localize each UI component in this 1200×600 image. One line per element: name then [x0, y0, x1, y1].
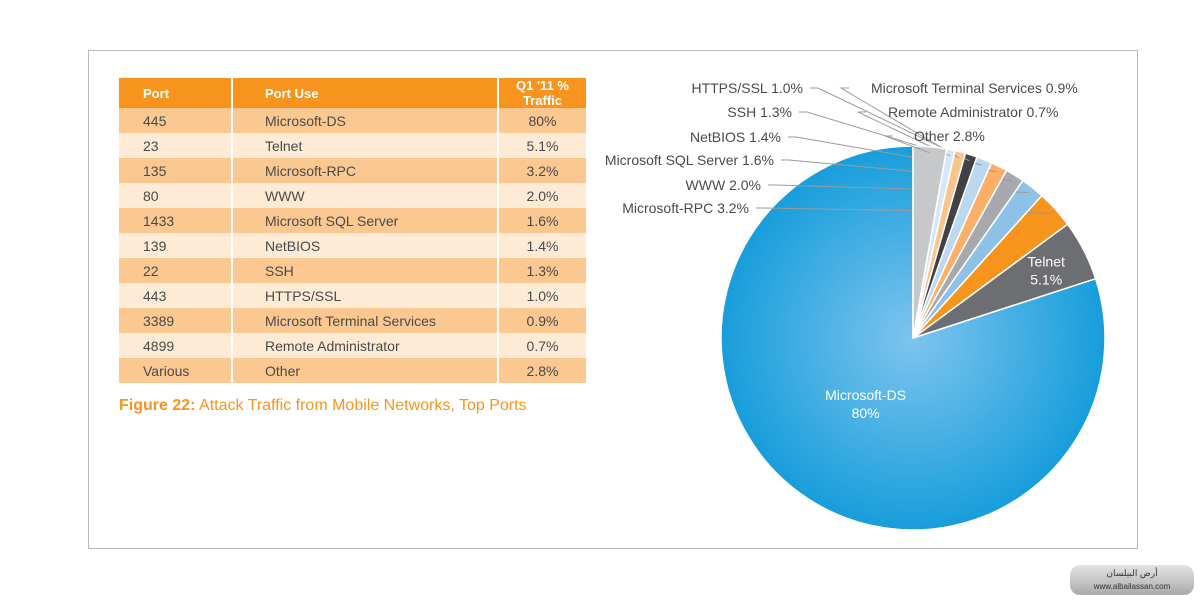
- cell-port: 22: [119, 258, 232, 283]
- table-row: 80 WWW 2.0%: [119, 183, 586, 208]
- cell-traffic: 3.2%: [497, 158, 586, 183]
- cell-traffic: 1.4%: [497, 233, 586, 258]
- slice-label: Microsoft Terminal Services 0.9%: [871, 80, 1078, 96]
- cell-port-use: Microsoft-DS: [231, 108, 498, 133]
- header-port: Port: [119, 78, 232, 108]
- cell-port: 4899: [119, 333, 232, 358]
- table-row: 445 Microsoft-DS 80%: [119, 108, 586, 133]
- watermark-line1: أرض البيلسان: [1106, 568, 1158, 578]
- cell-port: 3389: [119, 308, 232, 333]
- slice-label: HTTPS/SSL 1.0%: [691, 80, 803, 96]
- cell-traffic: 2.8%: [497, 358, 586, 383]
- cell-port-use: NetBIOS: [231, 233, 498, 258]
- table-row: 4899 Remote Administrator 0.7%: [119, 333, 586, 358]
- table-row: 22 SSH 1.3%: [119, 258, 586, 283]
- cell-port-use: Microsoft-RPC: [231, 158, 498, 183]
- cell-port: 445: [119, 108, 232, 133]
- table-row: 139 NetBIOS 1.4%: [119, 233, 586, 258]
- cell-port: 135: [119, 158, 232, 183]
- pie-slice-other: [912, 145, 948, 339]
- slice-label: Microsoft SQL Server 1.6%: [605, 152, 774, 168]
- slice-value: 80%: [852, 405, 880, 421]
- slice-label: WWW 2.0%: [686, 177, 761, 193]
- cell-port-use: Remote Administrator: [231, 333, 498, 358]
- cell-traffic: 2.0%: [497, 183, 586, 208]
- slice-label: Microsoft-DS: [825, 387, 906, 403]
- cell-port-use: Other: [231, 358, 498, 383]
- ports-table: Port Port Use Q1 '11 % Traffic 445 Micros…: [119, 78, 586, 383]
- table-row: 23 Telnet 5.1%: [119, 133, 586, 158]
- cell-port-use: Telnet: [231, 133, 498, 158]
- cell-traffic: 1.6%: [497, 208, 586, 233]
- leader-line: [839, 87, 959, 159]
- slice-label: Remote Administrator 0.7%: [888, 104, 1058, 120]
- cell-port-use: WWW: [231, 183, 498, 208]
- table-row: Various Other 2.8%: [119, 358, 586, 383]
- slice-label: SSH 1.3%: [727, 104, 792, 120]
- table-row: 1433 Microsoft SQL Server 1.6%: [119, 208, 586, 233]
- table-row: 443 HTTPS/SSL 1.0%: [119, 283, 586, 308]
- cell-traffic: 80%: [497, 108, 586, 133]
- cell-port: 443: [119, 283, 232, 308]
- slice-label: Telnet: [1028, 254, 1065, 270]
- leader-line: [857, 111, 950, 157]
- watermark-logo: أرض البيلسان www.albailassan.com: [1070, 565, 1194, 595]
- figure-caption: Figure 22: Attack Traffic from Mobile Ne…: [119, 397, 527, 415]
- table-row: 3389 Microsoft Terminal Services 0.9%: [119, 308, 586, 333]
- slice-value: 5.1%: [1030, 272, 1062, 288]
- cell-traffic: 1.3%: [497, 258, 586, 283]
- cell-port-use: SSH: [231, 258, 498, 283]
- cell-traffic: 0.9%: [497, 308, 586, 333]
- caption-text: Attack Traffic from Mobile Networks, Top…: [199, 397, 527, 414]
- cell-port: 80: [119, 183, 232, 208]
- slice-label: NetBIOS 1.4%: [690, 129, 781, 145]
- leader-line: [810, 87, 970, 162]
- slice-label: Other 2.8%: [914, 128, 985, 144]
- table-header-row: Port Port Use Q1 '11 % Traffic: [119, 78, 586, 108]
- header-port-use: Port Use: [231, 78, 498, 108]
- cell-traffic: 5.1%: [497, 133, 586, 158]
- cell-traffic: 0.7%: [497, 333, 586, 358]
- slice-label: Microsoft-RPC 3.2%: [622, 200, 749, 216]
- cell-port: Various: [119, 358, 232, 383]
- caption-label: Figure 22:: [119, 397, 196, 414]
- cell-port: 1433: [119, 208, 232, 233]
- leader-line: [884, 135, 930, 154]
- cell-port-use: Microsoft Terminal Services: [231, 308, 498, 333]
- cell-traffic: 1.0%: [497, 283, 586, 308]
- cell-port: 139: [119, 233, 232, 258]
- watermark-line2: www.albailassan.com: [1093, 582, 1171, 591]
- cell-port-use: HTTPS/SSL: [231, 283, 498, 308]
- figure-frame: [88, 50, 1138, 549]
- header-traffic: Q1 '11 % Traffic: [497, 78, 586, 108]
- table-row: 135 Microsoft-RPC 3.2%: [119, 158, 586, 183]
- cell-port: 23: [119, 133, 232, 158]
- cell-port-use: Microsoft SQL Server: [231, 208, 498, 233]
